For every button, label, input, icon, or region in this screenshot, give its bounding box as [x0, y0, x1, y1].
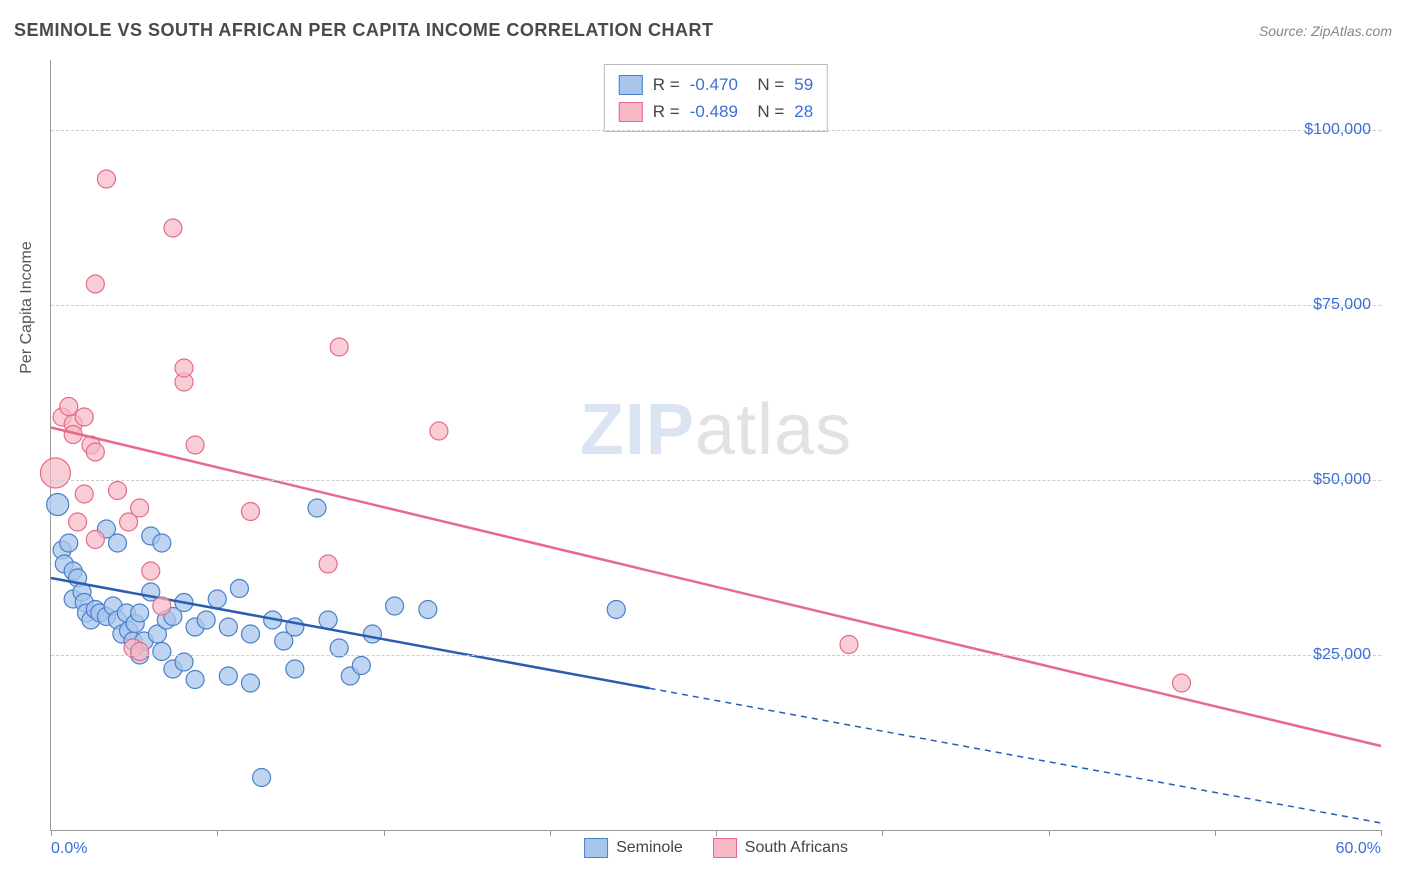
- data-point: [208, 590, 226, 608]
- x-axis-min-label: 0.0%: [51, 840, 87, 858]
- source-label: Source: ZipAtlas.com: [1259, 23, 1392, 39]
- data-point: [219, 667, 237, 685]
- grid-line: [51, 655, 1381, 656]
- data-point: [197, 611, 215, 629]
- grid-line: [51, 305, 1381, 306]
- data-point: [253, 769, 271, 787]
- data-point: [109, 482, 127, 500]
- x-tick: [217, 830, 218, 836]
- data-point: [142, 562, 160, 580]
- data-point: [75, 485, 93, 503]
- stats-row-southafricans: R = -0.489 N = 28: [619, 98, 813, 125]
- data-point: [286, 660, 304, 678]
- data-point: [164, 219, 182, 237]
- legend-item-seminole: Seminole: [584, 838, 683, 858]
- legend: Seminole South Africans: [584, 838, 848, 858]
- data-point: [386, 597, 404, 615]
- data-point: [186, 671, 204, 689]
- stat-n-seminole: 59: [794, 71, 813, 98]
- stats-box: R = -0.470 N = 59 R = -0.489 N = 28: [604, 64, 828, 132]
- trend-line: [51, 428, 1381, 747]
- stats-row-seminole: R = -0.470 N = 59: [619, 71, 813, 98]
- y-axis-title: Per Capita Income: [18, 241, 36, 374]
- data-point: [363, 625, 381, 643]
- data-point: [308, 499, 326, 517]
- chart-svg: [51, 60, 1381, 830]
- data-point: [86, 275, 104, 293]
- stat-n-label: N =: [748, 71, 784, 98]
- data-point: [40, 458, 70, 488]
- x-tick: [550, 830, 551, 836]
- data-point: [419, 601, 437, 619]
- plot-area: ZIPatlas R = -0.470 N = 59 R = -0.489 N …: [50, 60, 1381, 831]
- data-point: [607, 601, 625, 619]
- data-point: [131, 499, 149, 517]
- data-point: [242, 503, 260, 521]
- data-point: [131, 604, 149, 622]
- y-tick-label: $25,000: [1313, 646, 1371, 664]
- data-point: [352, 657, 370, 675]
- data-point: [109, 534, 127, 552]
- y-tick-label: $75,000: [1313, 296, 1371, 314]
- data-point: [75, 408, 93, 426]
- x-tick: [1049, 830, 1050, 836]
- x-axis-max-label: 60.0%: [1336, 840, 1381, 858]
- x-tick: [384, 830, 385, 836]
- x-tick: [716, 830, 717, 836]
- data-point: [60, 534, 78, 552]
- legend-label-southafricans: South Africans: [745, 839, 848, 857]
- data-point: [242, 625, 260, 643]
- grid-line: [51, 130, 1381, 131]
- legend-label-seminole: Seminole: [616, 839, 683, 857]
- x-tick: [51, 830, 52, 836]
- x-tick: [882, 830, 883, 836]
- data-point: [430, 422, 448, 440]
- data-point: [319, 611, 337, 629]
- data-point: [230, 580, 248, 598]
- header: SEMINOLE VS SOUTH AFRICAN PER CAPITA INC…: [14, 20, 1392, 41]
- legend-swatch-southafricans: [713, 838, 737, 858]
- data-point: [330, 338, 348, 356]
- stat-n-label2: N =: [748, 98, 784, 125]
- x-tick: [1215, 830, 1216, 836]
- data-point: [47, 494, 69, 516]
- legend-swatch-seminole: [584, 838, 608, 858]
- swatch-seminole: [619, 75, 643, 95]
- data-point: [131, 643, 149, 661]
- data-point: [86, 443, 104, 461]
- stat-n-southafricans: 28: [794, 98, 813, 125]
- data-point: [242, 674, 260, 692]
- data-point: [153, 597, 171, 615]
- chart-title: SEMINOLE VS SOUTH AFRICAN PER CAPITA INC…: [14, 20, 714, 41]
- stat-r-label2: R =: [653, 98, 680, 125]
- data-point: [319, 555, 337, 573]
- data-point: [175, 359, 193, 377]
- data-point: [1173, 674, 1191, 692]
- stat-r-seminole: -0.470: [690, 71, 738, 98]
- data-point: [86, 531, 104, 549]
- data-point: [153, 643, 171, 661]
- stat-r-southafricans: -0.489: [690, 98, 738, 125]
- data-point: [69, 513, 87, 531]
- y-tick-label: $100,000: [1304, 121, 1371, 139]
- data-point: [219, 618, 237, 636]
- stat-r-label: R =: [653, 71, 680, 98]
- swatch-southafricans: [619, 102, 643, 122]
- data-point: [186, 436, 204, 454]
- data-point: [153, 534, 171, 552]
- x-tick: [1381, 830, 1382, 836]
- y-tick-label: $50,000: [1313, 471, 1371, 489]
- data-point: [60, 398, 78, 416]
- grid-line: [51, 480, 1381, 481]
- data-point: [97, 170, 115, 188]
- legend-item-southafricans: South Africans: [713, 838, 848, 858]
- data-point: [840, 636, 858, 654]
- trend-line-dashed: [650, 688, 1382, 823]
